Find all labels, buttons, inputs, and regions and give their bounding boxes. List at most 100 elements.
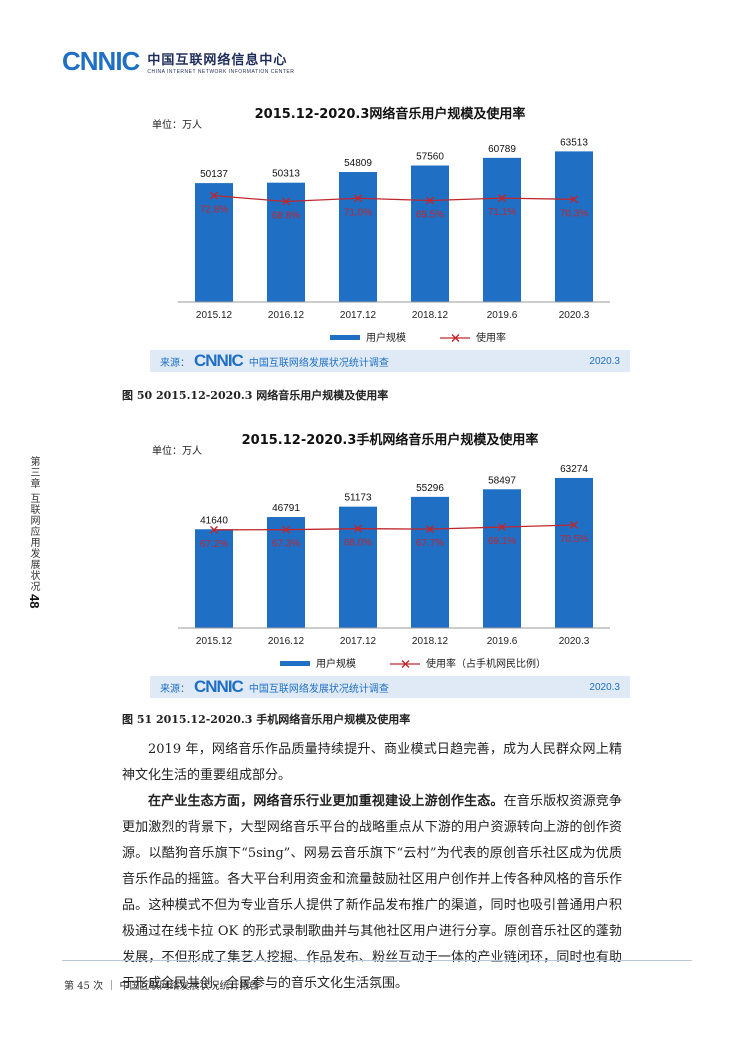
bar-2018.12 — [411, 165, 449, 302]
bar-value-label: 46791 — [272, 503, 300, 514]
usage-rate-point — [282, 197, 290, 206]
chapter-sidebar: 第三章 互联网应用发展状况 48 — [24, 456, 42, 616]
usage-rate-point — [570, 521, 578, 530]
source-survey: 中国互联网络发展状况统计调查 — [248, 683, 389, 695]
x-tick-label: 2018.12 — [412, 310, 449, 321]
usage-rate-point — [282, 525, 290, 534]
usage-rate-point — [210, 191, 218, 200]
source-label: 来源： — [160, 683, 190, 695]
bar-2015.12 — [195, 529, 233, 628]
bar-2019.6 — [483, 489, 521, 628]
x-tick-label: 2018.12 — [412, 636, 449, 647]
x-tick-label: 2017.12 — [340, 310, 377, 321]
chart-title: 2015.12-2020.3手机网络音乐用户规模及使用率 — [242, 432, 539, 448]
body-text: 2019 年，网络音乐作品质量持续提升、商业模式日趋完善，成为人民群众网上精神文… — [122, 737, 622, 997]
logo-chinese-name: 中国互联网络信息中心 — [147, 52, 288, 68]
legend-line-marker — [451, 334, 460, 342]
chart-source-bar: 来源： CNNIC 中国互联网络发展状况统计调查 2020.3 — [150, 350, 630, 372]
x-tick-label: 2016.12 — [268, 636, 305, 647]
legend-line-marker — [401, 660, 410, 668]
x-tick-label: 2020.3 — [559, 636, 590, 647]
bar-value-label: 54809 — [344, 158, 372, 169]
bar-value-label: 51173 — [344, 493, 372, 504]
logo-text-block: 中国互联网络信息中心 CHINA INTERNET NETWORK INFORM… — [147, 49, 294, 75]
figure-caption-51: 图 51 2015.12-2020.3 手机网络音乐用户规模及使用率 — [122, 713, 411, 726]
legend-line-label: 使用率 — [476, 331, 506, 344]
usage-rate-point — [498, 523, 506, 532]
side-page-number: 48 — [27, 594, 42, 609]
bar-2017.12 — [339, 172, 377, 302]
legend-bar-swatch — [280, 661, 310, 666]
bar-value-label: 63513 — [560, 137, 588, 148]
x-tick-label: 2019.6 — [487, 310, 518, 321]
paragraph-1: 2019 年，网络音乐作品质量持续提升、商业模式日趋完善，成为人民群众网上精神文… — [122, 742, 622, 783]
chart-music-users: 2015.12-2020.3网络音乐用户规模及使用率单位：万人 50137 2015… — [150, 96, 630, 372]
bar-2019.6 — [483, 157, 521, 302]
usage-rate-line — [213, 524, 575, 531]
chart-unit-label: 单位：万人 — [152, 444, 202, 457]
chart-title: 2015.12-2020.3网络音乐用户规模及使用率 — [255, 106, 526, 122]
bar-value-label: 63274 — [560, 464, 588, 475]
bar-2020.3 — [555, 151, 593, 302]
bar-value-label: 50313 — [272, 169, 300, 180]
x-tick-label: 2020.3 — [559, 310, 590, 321]
usage-rate-point — [570, 195, 578, 204]
x-tick-label: 2015.12 — [196, 636, 233, 647]
usage-rate-point — [498, 194, 506, 203]
usage-rate-point — [210, 525, 218, 534]
paragraph-2: 在产业生态方面，网络音乐行业更加重视建设上游创作生态。在音乐版权资源竞争更加激烈… — [122, 789, 622, 997]
header-logo: CNNIC 中国互联网络信息中心 CHINA INTERNET NETWORK … — [62, 46, 294, 77]
usage-rate-line — [213, 195, 575, 203]
source-date: 2020.3 — [589, 355, 620, 367]
chart-mobile-music-users: 2015.12-2020.3手机网络音乐用户规模及使用率单位：万人 41640 20… — [150, 422, 630, 698]
x-tick-label: 2015.12 — [196, 310, 233, 321]
footer-divider — [62, 960, 692, 961]
bar-2017.12 — [339, 506, 377, 628]
usage-rate-label: 72.8% — [200, 205, 228, 216]
usage-rate-point — [354, 194, 362, 203]
x-tick-label: 2016.12 — [268, 310, 305, 321]
bar-value-label: 60789 — [488, 144, 516, 155]
logo-mark: CNNIC — [62, 46, 140, 76]
paragraph-2-rest: 在音乐版权资源竞争更加激烈的背景下，大型网络音乐平台的战略重点从下游的用户资源转… — [122, 794, 622, 991]
usage-rate-label: 67.3% — [272, 539, 300, 550]
bar-value-label: 57560 — [416, 152, 444, 163]
usage-rate-label: 68.0% — [344, 538, 372, 549]
paragraph-2-bold: 在产业生态方面，网络音乐行业更加重视建设上游创作生态。 — [148, 794, 504, 809]
usage-rate-label: 68.8% — [272, 210, 300, 221]
source-date: 2020.3 — [589, 681, 620, 693]
chart-unit-label: 单位：万人 — [152, 118, 202, 131]
usage-rate-point — [426, 525, 434, 534]
chart-source-bar: 来源： CNNIC 中国互联网络发展状况统计调查 2020.3 — [150, 676, 630, 698]
bar-2016.12 — [267, 182, 305, 302]
chapter-title-vertical: 第三章 互联网应用发展状况 — [28, 456, 39, 593]
legend-bar-swatch — [330, 335, 360, 340]
usage-rate-label: 69.5% — [416, 209, 444, 220]
bar-value-label: 41640 — [200, 515, 228, 526]
source-survey: 中国互联网络发展状况统计调查 — [248, 357, 389, 369]
x-tick-label: 2019.6 — [487, 636, 518, 647]
usage-rate-label: 70.5% — [560, 534, 588, 545]
usage-rate-label: 69.1% — [488, 536, 516, 547]
bar-value-label: 58497 — [488, 475, 516, 486]
logo-english-name: CHINA INTERNET NETWORK INFORMATION CENTE… — [147, 68, 295, 75]
usage-rate-label: 70.3% — [560, 208, 588, 219]
source-logo: CNNIC — [194, 351, 244, 370]
source-logo: CNNIC — [194, 677, 244, 696]
bar-2015.12 — [195, 183, 233, 302]
bar-2016.12 — [267, 517, 305, 628]
legend-line-label: 使用率（占手机网民比例） — [426, 657, 546, 670]
usage-rate-label: 71.0% — [344, 207, 372, 218]
bar-value-label: 55296 — [416, 483, 444, 494]
bar-2018.12 — [411, 496, 449, 628]
source-label: 来源： — [160, 357, 190, 369]
bar-2020.3 — [555, 477, 593, 628]
usage-rate-point — [426, 196, 434, 205]
usage-rate-label: 71.1% — [488, 207, 516, 218]
footer-text: 第 45 次 ｜ 中国互联网络发展状况统计报告 — [64, 981, 260, 992]
usage-rate-point — [354, 524, 362, 533]
bar-value-label: 50137 — [200, 169, 228, 180]
x-tick-label: 2017.12 — [340, 636, 377, 647]
usage-rate-label: 67.2% — [200, 539, 228, 550]
